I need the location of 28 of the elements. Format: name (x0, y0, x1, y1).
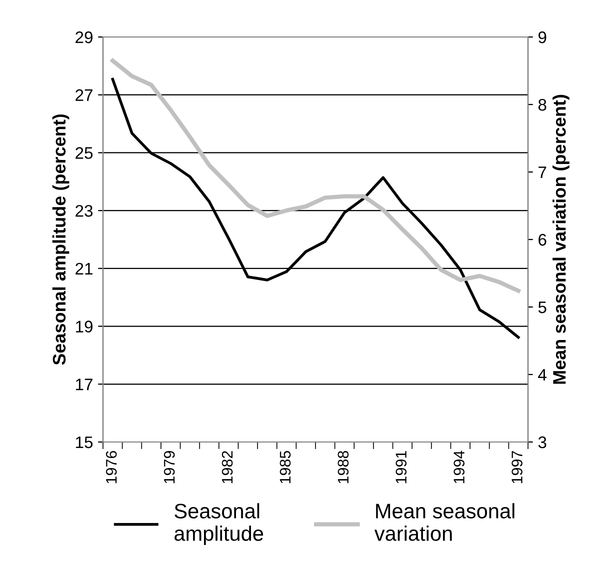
x-tick-label: 1988 (338, 450, 349, 484)
x-tick-label: 1982 (222, 451, 233, 484)
y-tick-label: 25 (76, 147, 93, 159)
legend-label: Mean seasonal variation (374, 503, 514, 541)
legend-label: Seasonal amplitude (174, 503, 264, 546)
x-tick-label: 1994 (454, 450, 464, 484)
y2-tick-label: 3 (538, 436, 546, 448)
y-tick-label: 19 (76, 320, 92, 332)
x-tick-label: 1985 (280, 450, 291, 484)
y-tick-label: 23 (76, 204, 93, 217)
x-tick-label: 1976 (106, 451, 117, 484)
y2-tick-label: 4 (538, 369, 547, 381)
y2-tick-label: 7 (538, 166, 546, 178)
y2-tick-label: 9 (538, 31, 546, 44)
y-axis-title: Seasonal amplitude (percent) (52, 114, 70, 365)
y-tick-label: 21 (76, 262, 92, 274)
y2-tick-label: 8 (538, 98, 546, 111)
y-tick-label: 15 (76, 436, 93, 448)
y-tick-label: 29 (76, 31, 92, 44)
y2-tick-label: 6 (538, 234, 546, 246)
x-tick-label: 1979 (164, 451, 175, 484)
y-tick-label: 17 (76, 378, 92, 390)
y2-axis-title: Mean seasonal variation (percent) (552, 94, 570, 384)
y-tick-label: 27 (76, 89, 92, 101)
y2-tick-label: 5 (538, 302, 546, 314)
line-series (110, 58, 520, 293)
x-tick-label: 1997 (512, 451, 522, 484)
x-tick-label: 1991 (396, 451, 407, 484)
